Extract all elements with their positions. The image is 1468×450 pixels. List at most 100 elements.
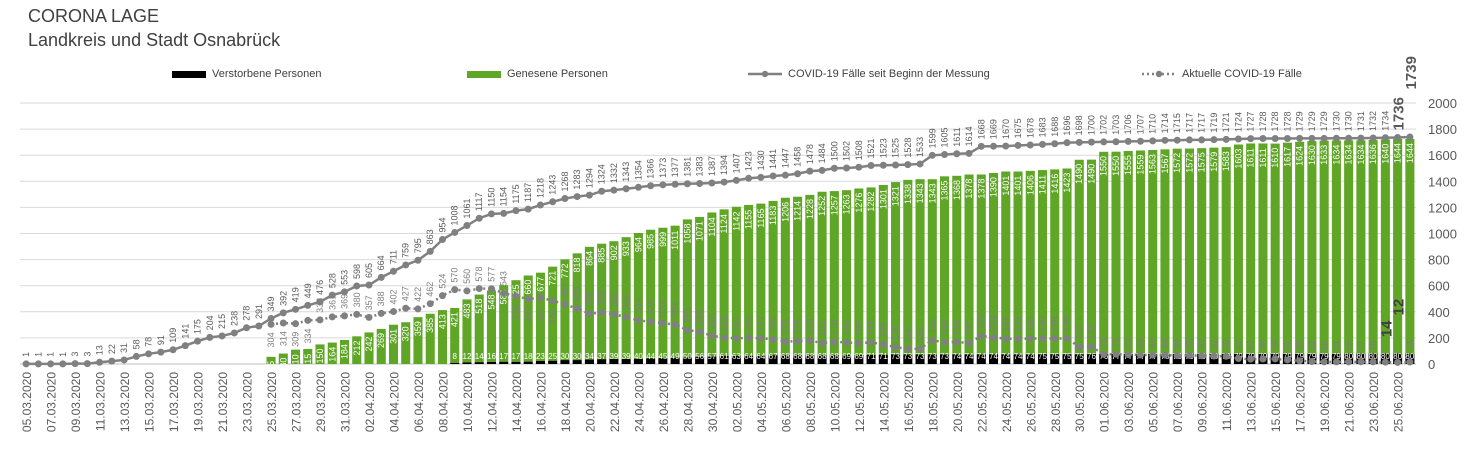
active-cases-label: 116 (915, 328, 925, 342)
active-cases-point (1369, 358, 1377, 366)
active-cases-label: 215 (976, 314, 986, 329)
deaths-value-label: 18 (524, 352, 533, 361)
recovered-bar (976, 174, 986, 355)
recovered-value-label: 1390 (989, 177, 999, 197)
active-cases-label: 338 (315, 298, 325, 313)
recovered-bar (952, 175, 962, 355)
x-tick-label: 07.06.2020 (1171, 372, 1185, 432)
active-cases-point (1210, 352, 1218, 360)
total-cases-label: 1 (46, 352, 56, 357)
recovered-bar (988, 172, 999, 355)
active-cases-label: 334 (633, 298, 643, 313)
x-tick-label: 06.05.2020 (779, 372, 793, 432)
total-cases-point (1026, 141, 1034, 149)
total-cases-point (341, 288, 349, 296)
recovered-bar (1393, 139, 1403, 354)
total-cases-label: 1478 (805, 144, 815, 164)
total-cases-label: 476 (315, 280, 325, 295)
recovered-bar (1209, 147, 1219, 354)
total-cases-point (255, 322, 263, 330)
recovered-bar (1368, 140, 1378, 354)
active-cases-label: 248 (695, 310, 705, 325)
recovered-value-label: 1368 (952, 180, 962, 200)
active-cases-label: 175 (793, 319, 803, 334)
recovered-value-label: 1575 (1197, 152, 1207, 172)
total-cases-point (696, 180, 704, 188)
recovered-bar (303, 348, 313, 364)
active-cases-label: 131 (1074, 325, 1084, 340)
active-cases-point (549, 297, 557, 305)
deaths-bar (707, 356, 717, 364)
total-cases-label: 1117 (474, 193, 484, 212)
recovered-value-label: 1423 (1062, 173, 1072, 193)
recovered-bar (523, 275, 533, 362)
total-cases-label: 1736 (1391, 97, 1408, 130)
total-cases-point (108, 357, 116, 365)
recovered-value-label: 1611 (1246, 148, 1256, 167)
recovered-value-label: 1401 (1001, 176, 1011, 196)
active-cases-label: 16 (1319, 341, 1329, 351)
total-cases-label: 1670 (1001, 119, 1011, 139)
legend-item-total: COVID-19 Fälle seit Beginn der Messung (748, 68, 990, 80)
deaths-value-label: 80 (1393, 352, 1402, 361)
active-cases-point (1051, 335, 1059, 343)
recovered-value-label: 269 (376, 333, 386, 348)
total-cases-point (1222, 135, 1230, 143)
y-tick-label: 200 (1428, 331, 1450, 346)
deaths-value-label: 73 (916, 352, 925, 361)
recovered-bar (670, 225, 680, 358)
active-cases-label: 304 (266, 332, 276, 347)
recovered-value-label: 999 (658, 232, 668, 247)
active-cases-point (292, 320, 300, 328)
active-cases-label: 457 (560, 282, 570, 297)
deaths-value-label: 45 (658, 352, 667, 361)
recovered-value-label: 242 (364, 337, 374, 352)
deaths-value-label: 73 (940, 352, 949, 361)
recovered-bar (364, 332, 374, 364)
recovered-bar (1319, 140, 1329, 354)
total-cases-point (1357, 134, 1365, 142)
active-cases-label: 37 (1246, 340, 1256, 350)
deaths-value-label: 74 (1001, 352, 1010, 361)
active-cases-label: 200 (744, 316, 754, 331)
recovered-value-label: 1550 (1099, 156, 1109, 176)
recovered-value-label: 164 (327, 347, 337, 362)
total-cases-label: 1484 (817, 143, 827, 163)
recovered-bar (1356, 140, 1366, 354)
active-cases-label: 577 (486, 267, 496, 282)
total-cases-point (745, 174, 753, 182)
total-cases-label: 1324 (597, 164, 607, 184)
total-cases-label: 1700 (1086, 115, 1096, 135)
total-cases-point (720, 178, 728, 186)
active-cases-point (463, 287, 471, 295)
recovered-bar (499, 285, 509, 362)
active-cases-point (1100, 350, 1108, 358)
recovered-bar (866, 187, 876, 355)
legend-label-total: COVID-19 Fälle seit Beginn der Messung (788, 68, 990, 80)
recovered-bar (1111, 151, 1121, 354)
total-cases-label: 1383 (695, 156, 705, 176)
recovered-value-label: 677 (535, 277, 545, 292)
recovered-bar (1282, 142, 1292, 354)
total-cases-label: 31 (119, 343, 129, 353)
active-cases-label: 386 (584, 292, 594, 307)
active-cases-label: 179 (805, 319, 815, 334)
deaths-value-label: 74 (1026, 352, 1035, 361)
recovered-bar (903, 179, 913, 355)
recovered-bar (1197, 148, 1207, 354)
total-cases-point (573, 193, 581, 201)
total-cases-point (500, 209, 508, 217)
total-cases-point (549, 198, 557, 206)
active-cases-point (904, 345, 912, 353)
recovered-bar (388, 324, 399, 364)
deaths-value-label: 14 (475, 352, 484, 361)
recovered-value-label: 1572 (1184, 153, 1194, 173)
recovered-value-label: 80 (278, 358, 288, 368)
recovered-value-label: 1406 (1025, 175, 1035, 195)
total-cases-point (132, 352, 140, 360)
total-cases-point (120, 356, 128, 364)
deaths-bar (780, 355, 790, 364)
total-cases-point (206, 333, 214, 341)
x-tick-label: 21.06.2020 (1343, 372, 1357, 432)
